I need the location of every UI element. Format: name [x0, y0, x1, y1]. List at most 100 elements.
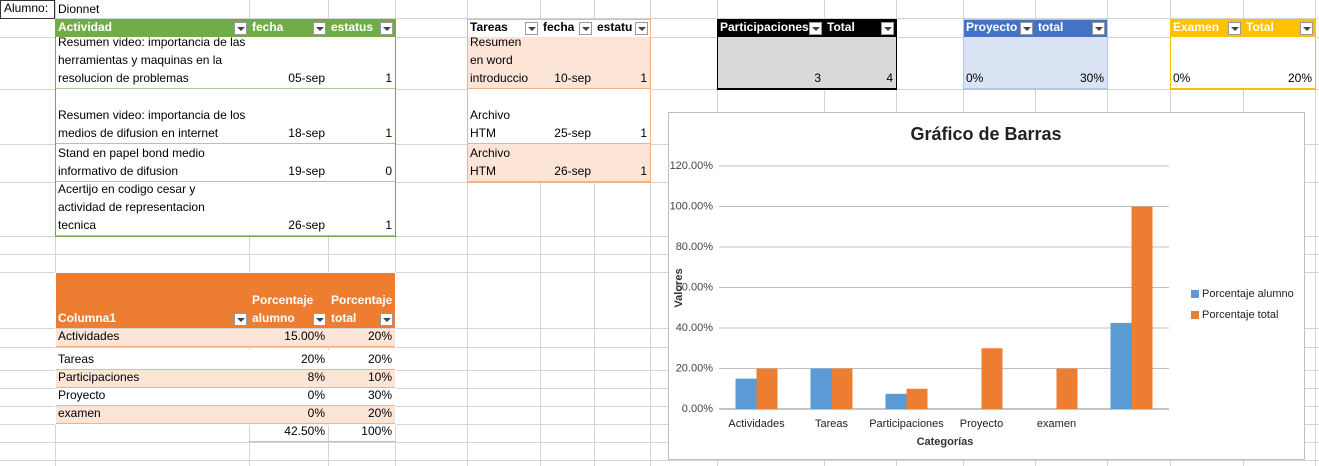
table-cell[interactable]: 1: [594, 144, 650, 182]
filter-button[interactable]: [525, 22, 538, 35]
x-tick-label: examen: [1037, 418, 1076, 430]
column-header[interactable]: Porcentaje alumno: [249, 272, 328, 328]
bar: [735, 378, 757, 409]
table-cell[interactable]: 26-sep: [540, 144, 594, 182]
table-cell[interactable]: Archivo HTM: [467, 144, 540, 182]
legend-label: Porcentaje alumno: [1202, 288, 1294, 300]
filter-button[interactable]: [234, 22, 247, 35]
filter-button[interactable]: [1092, 22, 1105, 35]
filter-button[interactable]: [881, 22, 894, 35]
bar: [1110, 322, 1132, 409]
column-header[interactable]: fecha: [540, 19, 594, 37]
table-cell[interactable]: 20%: [328, 350, 395, 370]
table-cell[interactable]: Archivo HTM: [467, 89, 540, 144]
table-cell[interactable]: 10-sep: [540, 37, 594, 89]
filter-button[interactable]: [313, 313, 326, 326]
column-header[interactable]: estatu: [594, 19, 650, 37]
table-cell[interactable]: 1: [328, 37, 395, 89]
table-cell[interactable]: Actividades: [55, 329, 249, 347]
table-cell[interactable]: 0%: [249, 406, 328, 424]
column-header[interactable]: Proyecto: [963, 19, 1035, 37]
table-cell[interactable]: 10%: [328, 370, 395, 388]
table-cell[interactable]: 20%: [328, 406, 395, 424]
column-header[interactable]: estatus: [328, 19, 395, 37]
filter-button[interactable]: [1300, 22, 1313, 35]
y-tick-label: 120.00%: [670, 160, 714, 172]
filter-button[interactable]: [579, 22, 592, 35]
column-header[interactable]: Columna1: [55, 272, 249, 328]
table-cell[interactable]: 20%: [328, 329, 395, 347]
column-header[interactable]: Participaciones: [717, 19, 824, 37]
filter-button[interactable]: [1020, 22, 1033, 35]
table-cell[interactable]: Resumen video: importancia de los medios…: [55, 89, 249, 144]
x-tick-label: Participaciones: [869, 418, 944, 430]
bar: [831, 368, 853, 409]
y-tick-label: 100.00%: [670, 200, 714, 212]
table-cell[interactable]: Tareas: [55, 350, 249, 370]
table-cell[interactable]: Resumen en word introduccio: [467, 37, 540, 89]
bar: [1056, 368, 1078, 409]
table-cell[interactable]: 1: [328, 182, 395, 236]
table-cell[interactable]: 20%: [249, 350, 328, 370]
filter-button[interactable]: [1228, 22, 1241, 35]
y-tick-label: 40.00%: [676, 322, 714, 334]
table-cell[interactable]: 0%: [1170, 37, 1243, 89]
table-cell[interactable]: 30%: [328, 388, 395, 406]
bar: [906, 388, 928, 409]
column-header[interactable]: Porcentaje total: [328, 272, 395, 328]
table-cell[interactable]: 8%: [249, 370, 328, 388]
column-header[interactable]: Tareas: [467, 19, 540, 37]
alumno-name[interactable]: Dionnet: [58, 2, 100, 16]
y-tick-label: 20.00%: [676, 362, 714, 374]
table-cell[interactable]: 1: [594, 89, 650, 144]
table-cell[interactable]: Stand en papel bond medio informativo de…: [55, 144, 249, 182]
filter-button[interactable]: [234, 313, 247, 326]
table-cell[interactable]: 1: [328, 89, 395, 144]
filter-button[interactable]: [380, 313, 393, 326]
table-cell[interactable]: 26-sep: [249, 182, 328, 236]
table-cell[interactable]: 18-sep: [249, 89, 328, 144]
table-cell[interactable]: 0%: [963, 37, 1035, 89]
chart-title: Gráfico de Barras: [910, 124, 1061, 144]
bar: [981, 348, 1003, 409]
bar: [810, 368, 832, 409]
column-header[interactable]: fecha: [249, 19, 328, 37]
table-cell[interactable]: 05-sep: [249, 37, 328, 89]
total-cell[interactable]: 100%: [328, 424, 395, 442]
filter-button[interactable]: [380, 22, 393, 35]
filter-button[interactable]: [313, 22, 326, 35]
bar: [756, 368, 778, 409]
table-cell[interactable]: Resumen video: importancia de las herram…: [55, 37, 249, 89]
column-header[interactable]: Total: [824, 19, 896, 37]
column-header[interactable]: Actividad: [55, 19, 249, 37]
table-cell[interactable]: 25-sep: [540, 89, 594, 144]
table-cell[interactable]: Acertijo en codigo cesar y actividad de …: [55, 182, 249, 236]
table-cell[interactable]: examen: [55, 406, 249, 424]
table-cell[interactable]: 30%: [1035, 37, 1107, 89]
total-cell[interactable]: 42.50%: [249, 424, 328, 442]
table-cell[interactable]: 4: [824, 37, 896, 89]
table-cell[interactable]: 15.00%: [249, 329, 328, 347]
alumno-label[interactable]: Alumno:: [0, 0, 55, 19]
table-cell[interactable]: Proyecto: [55, 388, 249, 406]
table-cell[interactable]: 1: [594, 37, 650, 89]
bar-chart[interactable]: Gráfico de Barras Categorías Valores 0.0…: [668, 112, 1305, 460]
x-tick-label: Proyecto: [960, 418, 1003, 430]
filter-button[interactable]: [635, 22, 648, 35]
y-tick-label: 60.00%: [676, 281, 714, 293]
column-header[interactable]: total: [1035, 19, 1107, 37]
legend-swatch: [1191, 290, 1199, 298]
table-cell[interactable]: Participaciones: [55, 370, 249, 388]
column-header[interactable]: Examen: [1170, 19, 1243, 37]
table-cell[interactable]: 20%: [1243, 37, 1315, 89]
y-tick-label: 0.00%: [682, 403, 713, 415]
column-header[interactable]: Total: [1243, 19, 1315, 37]
table-cell[interactable]: 0: [328, 144, 395, 182]
filter-button[interactable]: [809, 22, 822, 35]
table-cell[interactable]: 0%: [249, 388, 328, 406]
table-cell[interactable]: 3: [717, 37, 824, 89]
y-axis-label: Valores: [673, 268, 685, 307]
table-cell[interactable]: 19-sep: [249, 144, 328, 182]
x-tick-label: Actividades: [728, 418, 785, 430]
